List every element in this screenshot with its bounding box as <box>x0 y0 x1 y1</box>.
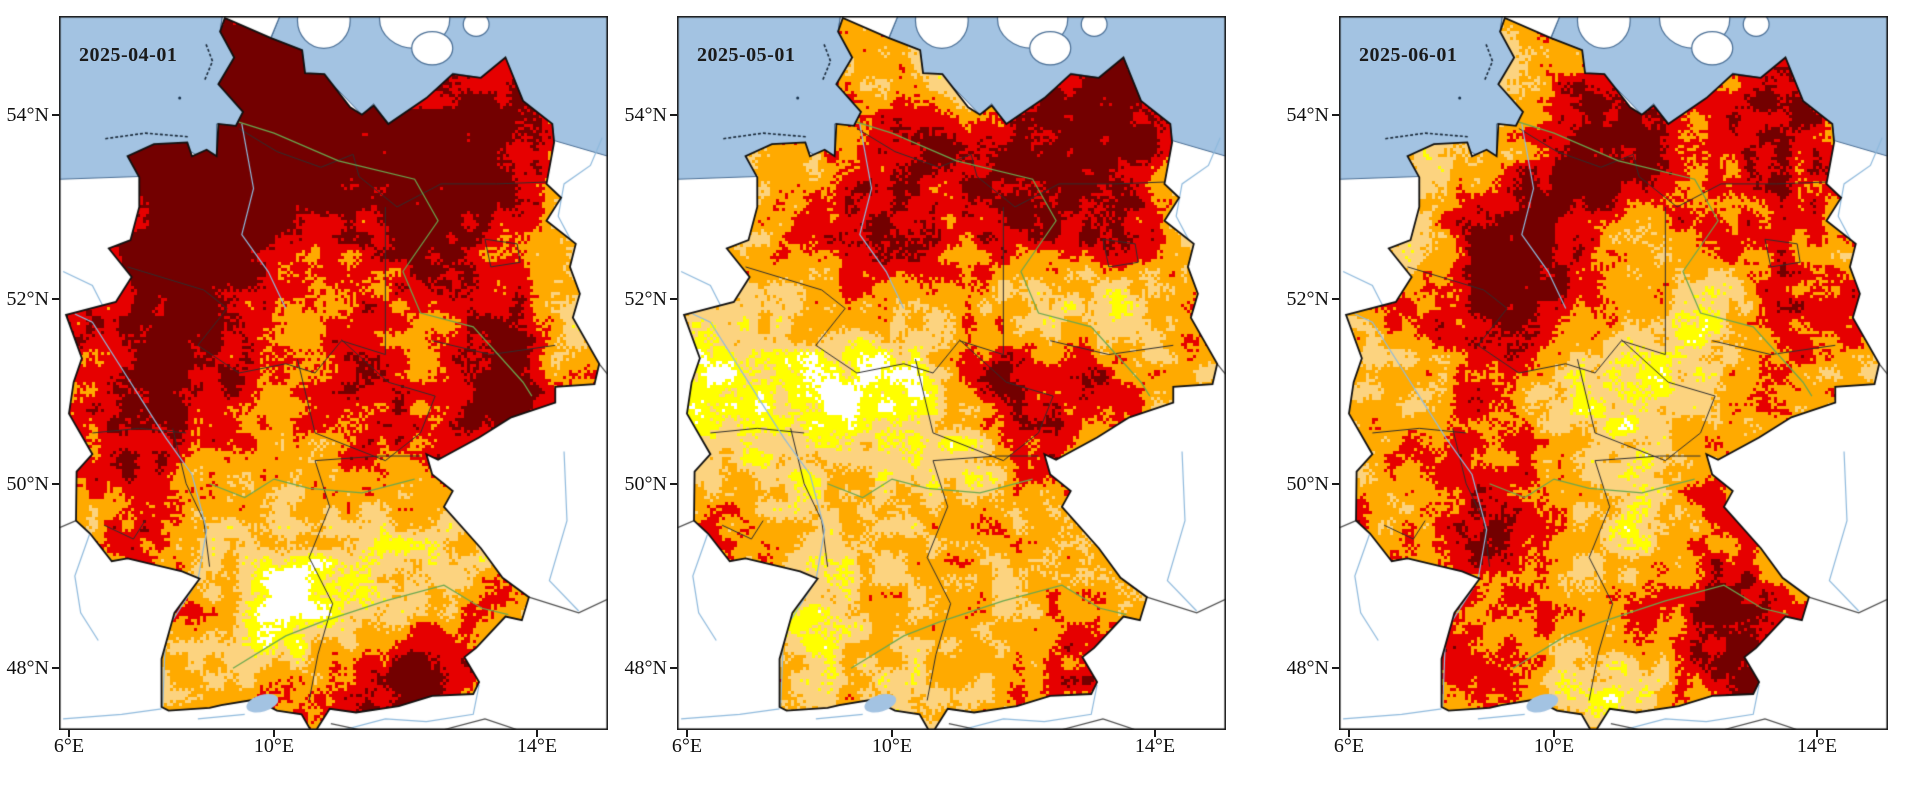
lon-label-14e: 14°E <box>1134 735 1176 757</box>
lat-tick <box>670 483 677 485</box>
lat-tick <box>1332 667 1339 669</box>
lat-label-52n: 52°N <box>624 288 667 310</box>
lat-tick <box>52 298 59 300</box>
lat-label-54n: 54°N <box>1286 104 1329 126</box>
map-panel-june: 2025-06-01 54°N 52°N 50°N 48°N 6°E 10°E … <box>1287 16 1888 757</box>
lat-label-50n: 50°N <box>6 473 49 495</box>
germany-drought-map-may <box>677 16 1226 730</box>
lat-tick <box>1332 114 1339 116</box>
lon-label-10e: 10°E <box>1533 735 1575 757</box>
lon-tick <box>273 730 275 737</box>
lat-label-50n: 50°N <box>624 473 667 495</box>
lon-tick <box>68 730 70 737</box>
lon-tick <box>891 730 893 737</box>
lat-label-48n: 48°N <box>1286 657 1329 679</box>
lat-label-54n: 54°N <box>624 104 667 126</box>
lon-label-6e: 6°E <box>1333 735 1365 757</box>
lat-tick <box>52 483 59 485</box>
lon-tick <box>536 730 538 737</box>
lat-label-50n: 50°N <box>1286 473 1329 495</box>
lat-tick <box>670 114 677 116</box>
lon-label-14e: 14°E <box>516 735 558 757</box>
lon-tick <box>1816 730 1818 737</box>
lon-tick <box>1154 730 1156 737</box>
lon-label-14e: 14°E <box>1796 735 1838 757</box>
lon-label-10e: 10°E <box>871 735 913 757</box>
date-label: 2025-05-01 <box>697 44 796 66</box>
lat-tick <box>1332 298 1339 300</box>
lon-label-6e: 6°E <box>53 735 85 757</box>
lat-label-52n: 52°N <box>1286 288 1329 310</box>
map-panel-april: 2025-04-01 54°N 52°N 50°N 48°N 6°E 10°E … <box>7 16 608 757</box>
date-label: 2025-06-01 <box>1359 44 1458 66</box>
map-panel-may: 2025-05-01 54°N 52°N 50°N 48°N 6°E 10°E … <box>625 16 1226 757</box>
lat-tick <box>52 114 59 116</box>
lat-label-52n: 52°N <box>6 288 49 310</box>
lon-label-6e: 6°E <box>671 735 703 757</box>
lat-label-54n: 54°N <box>6 104 49 126</box>
lat-tick <box>670 298 677 300</box>
lon-tick <box>1348 730 1350 737</box>
germany-drought-map-april <box>59 16 608 730</box>
lon-tick <box>686 730 688 737</box>
lon-label-10e: 10°E <box>253 735 295 757</box>
lat-label-48n: 48°N <box>6 657 49 679</box>
lon-tick <box>1553 730 1555 737</box>
date-label: 2025-04-01 <box>79 44 178 66</box>
germany-drought-map-june <box>1339 16 1888 730</box>
lat-tick <box>670 667 677 669</box>
lat-label-48n: 48°N <box>624 657 667 679</box>
lat-tick <box>1332 483 1339 485</box>
lat-tick <box>52 667 59 669</box>
